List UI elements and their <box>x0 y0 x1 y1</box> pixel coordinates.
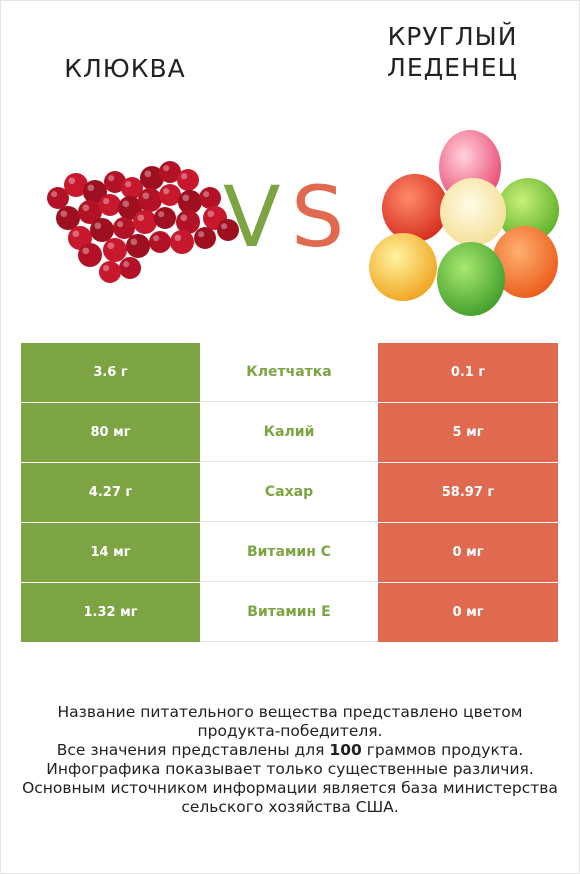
cranberry <box>56 206 80 230</box>
left-value: 80 мг <box>21 403 200 462</box>
cranberry-highlight <box>82 204 90 212</box>
vs-v-letter: V <box>223 168 280 258</box>
right-value: 0.1 г <box>378 343 558 402</box>
cranberry-highlight <box>117 221 124 228</box>
cranberry <box>217 219 239 241</box>
nutrient-name: Клетчатка <box>200 343 378 402</box>
cranberry-highlight <box>108 175 115 182</box>
cranberry <box>177 169 199 191</box>
cranberry-highlight <box>144 170 152 178</box>
cranberry <box>78 200 102 224</box>
cranberry-highlight <box>122 200 130 208</box>
cranberry-highlight <box>125 181 132 188</box>
cranberry <box>138 188 162 212</box>
left-value: 3.6 г <box>21 343 200 402</box>
cranberry <box>64 173 88 197</box>
cranberry-highlight <box>142 192 150 200</box>
table-row: 3.6 г Клетчатка 0.1 г <box>21 343 558 402</box>
nutrient-name: Витамин C <box>200 523 378 582</box>
cranberry <box>149 231 171 253</box>
right-value: 0 мг <box>378 583 558 642</box>
nutrient-name: Калий <box>200 403 378 462</box>
vs-s-letter: S <box>291 168 344 258</box>
left-value: 14 мг <box>21 523 200 582</box>
cranberry <box>119 257 141 279</box>
cranberry <box>104 171 126 193</box>
cranberry-highlight <box>51 191 58 198</box>
nutrient-name: Витамин E <box>200 583 378 642</box>
cranberry <box>90 218 114 242</box>
cranberry-highlight <box>221 223 228 230</box>
cranberry <box>154 207 176 229</box>
cranberry-image <box>47 161 239 283</box>
cranberry <box>113 217 135 239</box>
right-value: 58.97 г <box>378 463 558 522</box>
cranberry <box>170 230 194 254</box>
cranberry <box>126 234 150 258</box>
cranberry-highlight <box>137 214 145 222</box>
cranberry-highlight <box>130 238 138 246</box>
cranberry <box>99 261 121 283</box>
cranberry <box>178 190 202 214</box>
right-value: 5 мг <box>378 403 558 462</box>
cranberry-highlight <box>198 231 205 238</box>
vs-logo: V S <box>223 168 344 258</box>
footer-notes: Название питательного вещества представл… <box>22 703 558 816</box>
right-food-title: КРУГЛЫЙ ЛЕДЕНЕЦ <box>387 22 518 82</box>
candy-image <box>369 130 559 316</box>
cranberry-highlight <box>182 194 190 202</box>
table-row: 80 мг Калий 5 мг <box>21 403 558 462</box>
cranberry <box>176 210 200 234</box>
cranberry <box>159 161 181 183</box>
cranberry-highlight <box>158 211 165 218</box>
cranberry <box>83 180 107 204</box>
table-row: 4.27 г Сахар 58.97 г <box>21 463 558 522</box>
left-value: 1.32 мг <box>21 583 200 642</box>
cranberry-highlight <box>153 235 160 242</box>
cranberry-highlight <box>123 261 130 268</box>
left-value: 4.27 г <box>21 463 200 522</box>
cranberry-highlight <box>82 247 90 255</box>
cranberry-highlight <box>87 184 95 192</box>
right-value: 0 мг <box>378 523 558 582</box>
cranberry-highlight <box>163 188 170 195</box>
cranberry-highlight <box>163 165 170 172</box>
cranberry-highlight <box>94 222 102 230</box>
cranberry <box>118 196 142 220</box>
cranberry-highlight <box>60 210 68 218</box>
cranberry-highlight <box>207 210 215 218</box>
cranberry <box>133 210 157 234</box>
cranberry <box>47 187 69 209</box>
cranberry <box>99 194 121 216</box>
cranberry-highlight <box>68 177 76 185</box>
cranberry-highlight <box>181 173 188 180</box>
cranberry <box>121 177 143 199</box>
cranberry-highlight <box>103 265 110 272</box>
nutrient-name: Сахар <box>200 463 378 522</box>
cranberry-highlight <box>180 214 188 222</box>
left-food-title: КЛЮКВА <box>64 54 186 83</box>
cranberry <box>140 166 164 190</box>
cranberry-highlight <box>174 234 182 242</box>
cranberry <box>103 238 127 262</box>
cranberry <box>78 243 102 267</box>
cranberry <box>159 184 181 206</box>
cranberry <box>194 227 216 249</box>
cranberry-highlight <box>107 242 115 250</box>
cranberry-highlight <box>72 230 80 238</box>
cranberry <box>199 187 221 209</box>
cranberry-highlight <box>103 198 110 205</box>
cranberry-highlight <box>203 191 210 198</box>
